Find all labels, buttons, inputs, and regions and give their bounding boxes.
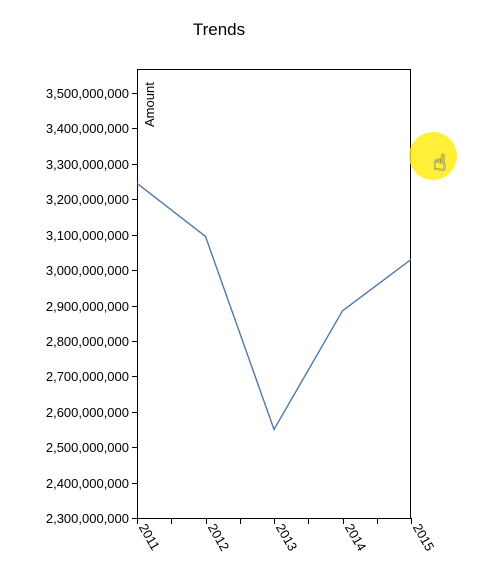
plot-area: 2,300,000,000 2,400,000,000 2,500,000,000 2… [46, 69, 437, 554]
x-axis-ticks: 2011 2012 2013 2014 2015 [136, 518, 437, 554]
y-tick-label: 2,800,000,000 [46, 334, 129, 349]
y-tick-label: 3,100,000,000 [46, 228, 129, 243]
x-tick-label: 2011 [136, 521, 163, 553]
y-tick-label: 2,900,000,000 [46, 299, 129, 314]
y-tick-label: 3,000,000,000 [46, 263, 129, 278]
cursor-highlight [409, 132, 457, 180]
y-axis-ticks: 2,300,000,000 2,400,000,000 2,500,000,000 2… [46, 86, 137, 526]
y-axis-label: Amount [142, 82, 157, 127]
x-tick-label: 2015 [410, 521, 437, 554]
y-tick-label: 2,600,000,000 [46, 405, 129, 420]
y-tick-label: 2,500,000,000 [46, 440, 129, 455]
y-tick-label: 3,300,000,000 [46, 157, 129, 172]
y-tick-label: 2,300,000,000 [46, 511, 129, 526]
y-tick-label: 2,700,000,000 [46, 369, 129, 384]
y-tick-label: 3,400,000,000 [46, 121, 129, 136]
y-tick-label: 2,400,000,000 [46, 476, 129, 491]
x-tick-label: 2013 [273, 521, 300, 554]
series-line [136, 182, 412, 432]
x-tick-label: 2014 [342, 521, 369, 554]
y-tick-label: 3,200,000,000 [46, 192, 129, 207]
x-tick-label: 2012 [205, 521, 232, 554]
hand-pointer-icon: ☝ [433, 151, 447, 176]
chart-title: Trends [193, 20, 245, 39]
y-tick-label: 3,500,000,000 [46, 86, 129, 101]
